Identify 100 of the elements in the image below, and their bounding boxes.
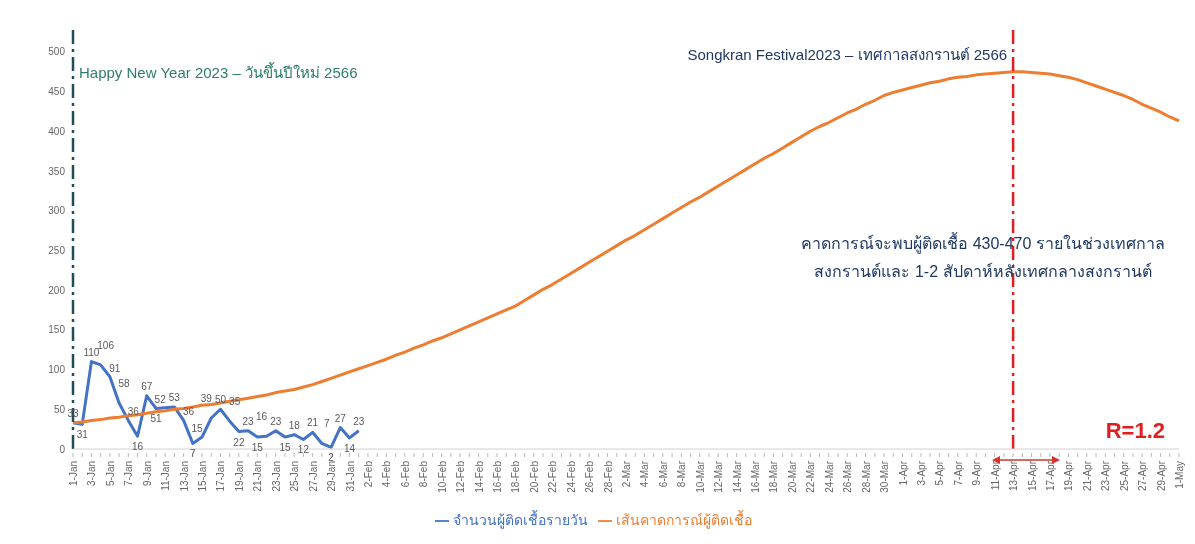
x-tick-label: 26-Mar [842,460,854,493]
data-label: 91 [109,362,121,374]
y-tick-label: 100 [48,364,66,376]
data-label: 23 [270,415,282,427]
x-tick-label: 18-Feb [510,460,522,493]
x-tick-label: 13-Jan [178,461,190,492]
x-tick-label: 24-Feb [565,460,577,493]
annotation: คาดการณ์จะพบผู้ติดเชื้อ 430-470 รายในช่วงเทศกาลสงกรานต์และ 1-2 สัปดาห์หลังเทศกลางสงกรานต์ [800,231,1166,282]
data-label: 21 [307,417,319,429]
y-tick-label: 250 [48,244,66,256]
data-label: 36 [183,406,195,418]
data-label: 27 [334,412,347,424]
data-label: 12 [297,444,310,456]
x-tick-label: 22-Feb [547,460,559,493]
x-tick-label: 1-May [1174,461,1185,489]
data-label: 14 [343,442,356,454]
data-label: 22 [233,436,245,448]
x-tick-label: 8-Mar [676,460,688,488]
x-tick-label: 5-Apr [934,460,946,486]
x-tick-label: 21-Apr [1081,460,1093,492]
x-tick-label: 27-Apr [1137,460,1149,492]
y-tick-label: 200 [48,284,66,296]
data-label: 15 [251,442,264,454]
data-label: 7 [190,448,197,460]
data-label: 110 [83,346,100,358]
x-tick-label: 20-Mar [786,460,798,493]
data-label: 53 [168,391,181,403]
x-tick-label: 4-Mar [639,460,651,488]
data-label: 18 [288,419,301,431]
x-tick-label: 23-Apr [1100,460,1112,492]
x-tick-label: 8-Feb [418,460,430,488]
x-tick-label: 19-Apr [1063,460,1075,492]
x-tick-label: 14-Mar [731,460,743,493]
data-label: 16 [131,441,144,453]
legend-label: เส้นคาดการณ์ผู้ติดเชื้อ [616,512,752,528]
y-tick-label: 300 [48,205,66,217]
y-tick-label: 0 [59,443,66,455]
x-tick-label: 4-Feb [381,460,393,488]
x-tick-label: 22-Mar [805,460,817,493]
x-tick-label: 9-Jan [141,461,153,487]
y-tick-label: 500 [48,46,66,58]
data-label: 51 [150,413,162,425]
x-tick-label: 6-Feb [399,460,411,488]
data-label: 67 [141,380,153,392]
x-tick-label: 26-Feb [584,460,596,493]
data-label: 16 [255,411,268,423]
x-tick-label: 25-Jan [289,461,301,492]
data-label: 23 [242,415,255,427]
data-label: 23 [353,415,365,427]
x-tick-label: 30-Mar [879,460,891,493]
x-tick-label: 7-Apr [952,460,964,486]
x-tick-label: 14-Feb [473,460,485,493]
x-tick-label: 15-Jan [197,461,209,492]
x-tick-label: 13-Apr [1008,460,1020,492]
x-tick-label: 11-Apr [989,460,1001,491]
x-tick-label: 28-Feb [602,460,614,493]
x-tick-label: 5-Jan [104,461,116,487]
x-tick-label: 31-Jan [344,461,356,492]
x-tick-label: 17-Jan [215,461,227,492]
x-tick-label: 20-Feb [528,460,540,493]
data-label: 15 [279,442,291,454]
x-tick-label: 3-Apr [915,460,927,486]
x-tick-label: 10-Mar [694,460,706,493]
x-tick-label: 12-Mar [713,460,725,493]
x-tick-label: 19-Jan [233,461,245,492]
x-tick-label: 16-Mar [750,460,762,493]
ref-line-label: Songkran Festival2023 – เทศกาลสงกรานต์ 2566 [687,46,1008,63]
data-label: 15 [191,423,204,435]
x-tick-label: 2-Mar [621,460,632,488]
y-tick-label: 350 [48,165,66,177]
x-tick-label: 16-Feb [491,460,503,493]
y-tick-label: 450 [48,86,66,98]
x-tick-label: 9-Apr [971,460,983,486]
x-tick-label: 18-Mar [768,460,780,493]
data-label: 31 [76,429,89,441]
x-tick-label: 7-Jan [123,461,135,487]
x-tick-label: 1-Jan [68,461,79,487]
x-tick-label: 28-Mar [860,460,872,493]
x-tick-label: 12-Feb [455,460,467,493]
data-label: 7 [324,418,331,430]
x-tick-label: 11-Jan [160,461,172,491]
x-tick-label: 3-Jan [86,461,98,487]
ref-line-label: Happy New Year 2023 – วันขึ้นปีใหม่ 2566 [79,62,358,81]
y-tick-label: 400 [48,125,66,137]
x-tick-label: 24-Mar [823,460,835,493]
x-tick-label: 6-Mar [657,460,669,488]
x-tick-label: 15-Apr [1026,460,1038,492]
x-tick-label: 23-Jan [270,461,282,492]
x-tick-label: 17-Apr [1044,460,1056,492]
data-label: 52 [154,393,167,405]
data-label: 58 [118,377,131,389]
x-tick-label: 27-Jan [307,461,319,492]
x-tick-label: 29-Jan [326,461,338,492]
x-tick-label: 25-Apr [1118,460,1130,492]
annotation: R=1.2 [1105,418,1165,444]
x-tick-label: 1-Apr [897,460,909,486]
y-tick-label: 150 [48,324,66,336]
x-tick-label: 21-Jan [252,461,264,492]
y-tick-label: 50 [53,403,66,415]
x-tick-label: 2-Feb [362,460,374,488]
